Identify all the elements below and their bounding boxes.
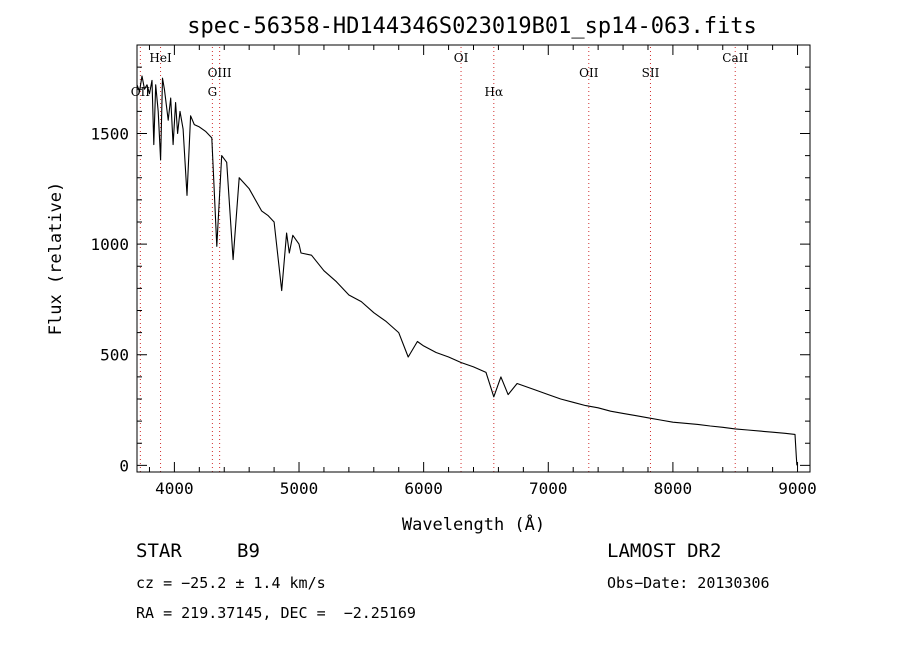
- y-tick-label: 1500: [90, 124, 129, 143]
- spectrum-line: [136, 75, 798, 466]
- plot-frame: [136, 44, 811, 473]
- observation-date: Obs−Date: 20130306: [607, 574, 770, 592]
- chart-title: spec-56358-HD144346S023019B01_sp14-063.f…: [187, 14, 757, 39]
- y-tick-label: 500: [100, 346, 129, 365]
- spectral-subclass: B9: [237, 540, 260, 562]
- y-tick-label: 1000: [90, 235, 129, 254]
- coordinates: RA = 219.37145, DEC = −2.25169: [136, 604, 416, 622]
- survey-label: LAMOST DR2: [607, 540, 722, 562]
- spectral-line-label: G: [208, 85, 218, 99]
- spectral-line-label: HeI: [149, 51, 172, 65]
- spectral-line-label: OIII: [208, 66, 232, 80]
- x-tick-label: 4000: [155, 479, 194, 498]
- x-tick-label: 6000: [404, 479, 443, 498]
- spectral-line-label: CaII: [722, 51, 748, 65]
- x-tick-label: 5000: [280, 479, 319, 498]
- x-tick-label: 8000: [654, 479, 693, 498]
- y-tick-label: 0: [119, 456, 129, 475]
- redshift-velocity: cz = −25.2 ± 1.4 km/s: [136, 574, 326, 592]
- x-axis-label: Wavelength (Å): [402, 513, 545, 535]
- x-tick-label: 7000: [529, 479, 568, 498]
- y-axis-label: Flux (relative): [46, 182, 66, 336]
- spectral-line-label: OII: [579, 66, 599, 80]
- x-tick-label: 9000: [778, 479, 817, 498]
- spectral-line-label: OI: [454, 51, 469, 65]
- spectral-line-label: Hα: [485, 85, 504, 99]
- spectral-line-label: SII: [642, 66, 660, 80]
- object-class: STAR: [136, 540, 182, 562]
